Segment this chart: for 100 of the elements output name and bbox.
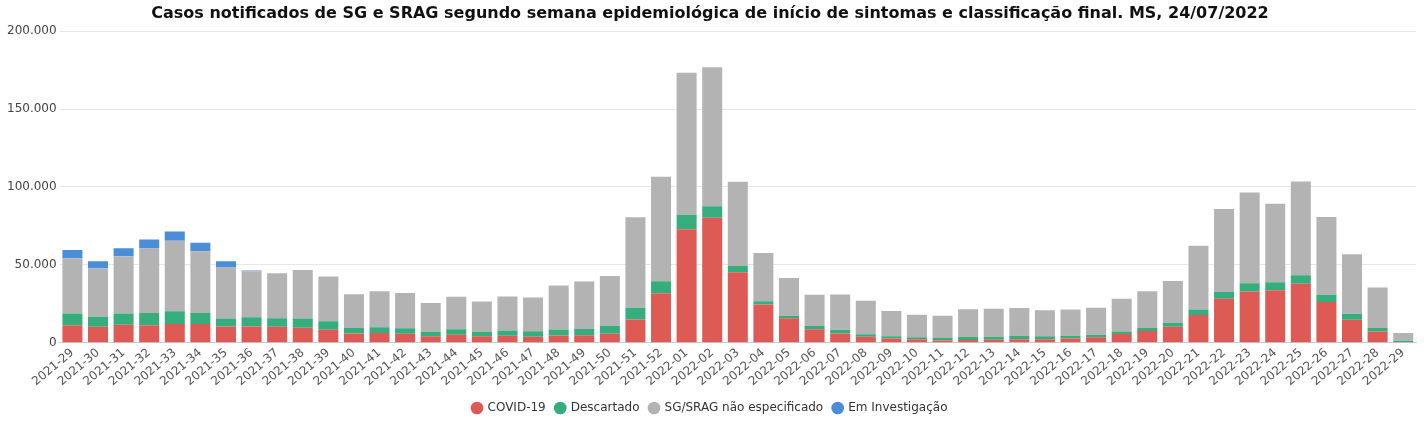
bar — [1290, 275, 1311, 284]
bar — [548, 285, 569, 330]
bar — [88, 261, 109, 269]
bar — [471, 301, 492, 332]
bar — [446, 329, 467, 335]
bar — [702, 217, 723, 343]
bar — [1316, 294, 1337, 302]
bar — [958, 309, 979, 337]
bar — [113, 256, 134, 314]
bar — [139, 312, 160, 326]
bar — [1009, 308, 1030, 336]
bar — [1393, 333, 1414, 341]
chart-title: Casos notificados de SG e SRAG segundo semana epidemiológica de início de sintomas e classificação final. MS, 24/07/2022 — [151, 2, 1269, 22]
bar — [1342, 313, 1363, 320]
bar — [651, 281, 672, 294]
bar — [139, 325, 160, 343]
bar — [62, 250, 83, 259]
bar — [702, 67, 723, 207]
bar — [574, 281, 595, 329]
bar — [855, 334, 876, 337]
bar — [1342, 254, 1363, 314]
bar — [778, 318, 799, 343]
legend-label: Descartado — [570, 400, 640, 415]
bar — [1214, 291, 1235, 299]
bar — [1265, 203, 1286, 283]
bar — [523, 297, 544, 332]
bar — [983, 308, 1004, 337]
bar — [1060, 309, 1081, 336]
bar — [88, 326, 109, 343]
bar — [292, 270, 313, 319]
bar — [1188, 245, 1209, 310]
bar — [1060, 335, 1081, 339]
bar — [113, 248, 134, 257]
bar — [1086, 337, 1107, 343]
bar — [190, 251, 211, 313]
bar — [395, 328, 416, 334]
bar — [651, 176, 672, 282]
bar — [1214, 208, 1235, 292]
bar — [1162, 280, 1183, 323]
bar — [599, 325, 620, 334]
bar — [139, 248, 160, 313]
bar — [1367, 327, 1388, 332]
bar — [446, 296, 467, 330]
bar — [727, 266, 748, 273]
bar — [1137, 330, 1158, 343]
y-tick-label: 150.000 — [7, 101, 57, 116]
bar — [1316, 216, 1337, 295]
bar — [599, 276, 620, 326]
bar — [318, 329, 339, 343]
bar — [1034, 310, 1055, 337]
bar — [190, 242, 211, 252]
bar — [215, 261, 236, 268]
bar — [1239, 291, 1260, 343]
bar — [292, 318, 313, 328]
bar — [599, 333, 620, 343]
bar — [113, 324, 134, 343]
bar — [1265, 290, 1286, 343]
bar — [369, 333, 390, 343]
bar — [241, 317, 262, 327]
bar — [318, 276, 339, 322]
bar — [343, 327, 364, 334]
bar — [343, 294, 364, 328]
bar — [753, 304, 774, 343]
bar — [497, 335, 518, 343]
bar — [753, 253, 774, 302]
bar — [574, 335, 595, 343]
bar — [625, 307, 646, 320]
bar — [164, 323, 185, 343]
legend-label: COVID-19 — [487, 400, 546, 415]
bar — [727, 181, 748, 267]
bar — [906, 314, 927, 338]
bar — [190, 323, 211, 343]
bar — [1367, 331, 1388, 343]
bar — [164, 240, 185, 312]
bar — [267, 318, 288, 327]
bar — [420, 303, 441, 332]
bar — [1188, 309, 1209, 316]
bar — [958, 336, 979, 341]
bar — [676, 214, 697, 230]
bar — [804, 294, 825, 327]
bar — [113, 313, 134, 325]
bar — [702, 206, 723, 218]
bar — [881, 311, 902, 337]
bar — [139, 239, 160, 249]
bar — [446, 334, 467, 343]
bar — [1086, 307, 1107, 335]
bar — [574, 328, 595, 336]
bar — [369, 291, 390, 328]
bar — [778, 278, 799, 316]
bar — [292, 327, 313, 343]
bar — [471, 336, 492, 343]
bar — [625, 319, 646, 343]
bar — [395, 293, 416, 329]
bar — [1290, 181, 1311, 276]
bar — [215, 267, 236, 319]
bar — [318, 321, 339, 330]
bar — [215, 326, 236, 343]
bar — [190, 312, 211, 324]
y-tick-label: 50.000 — [14, 256, 57, 271]
bar — [651, 293, 672, 343]
